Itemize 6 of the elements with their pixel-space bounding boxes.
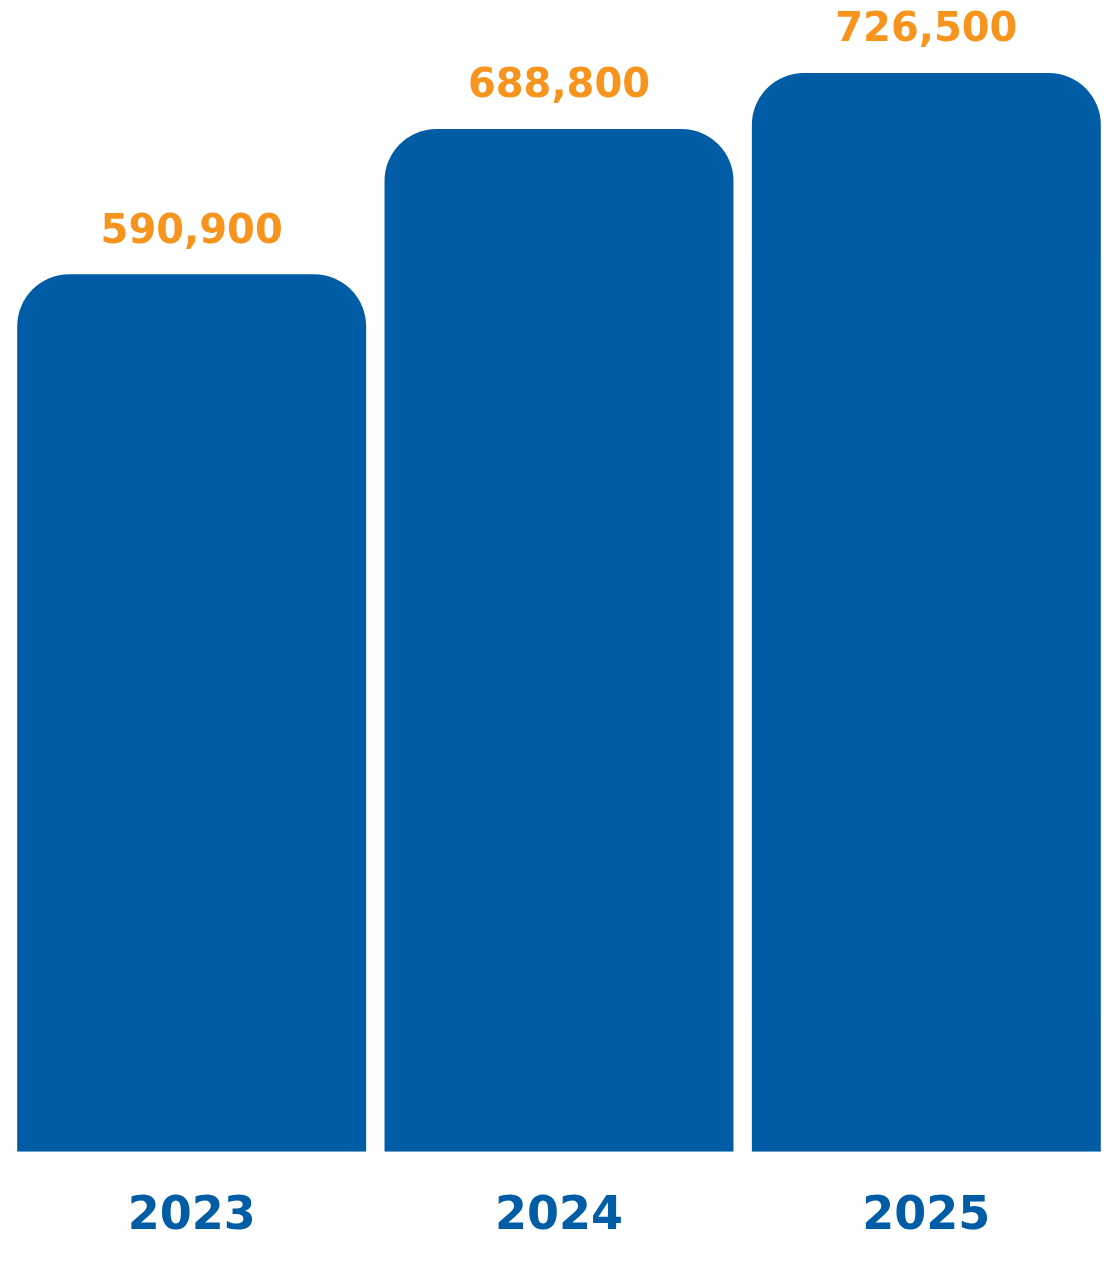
x-tick-label: 2025	[862, 1186, 991, 1241]
data-label: 726,500	[835, 4, 1018, 51]
data-label: 688,800	[467, 60, 651, 107]
data-label: 590,900	[100, 205, 283, 252]
x-tick-label: 2023	[127, 1186, 256, 1241]
x-tick-label: 2024	[494, 1186, 624, 1241]
